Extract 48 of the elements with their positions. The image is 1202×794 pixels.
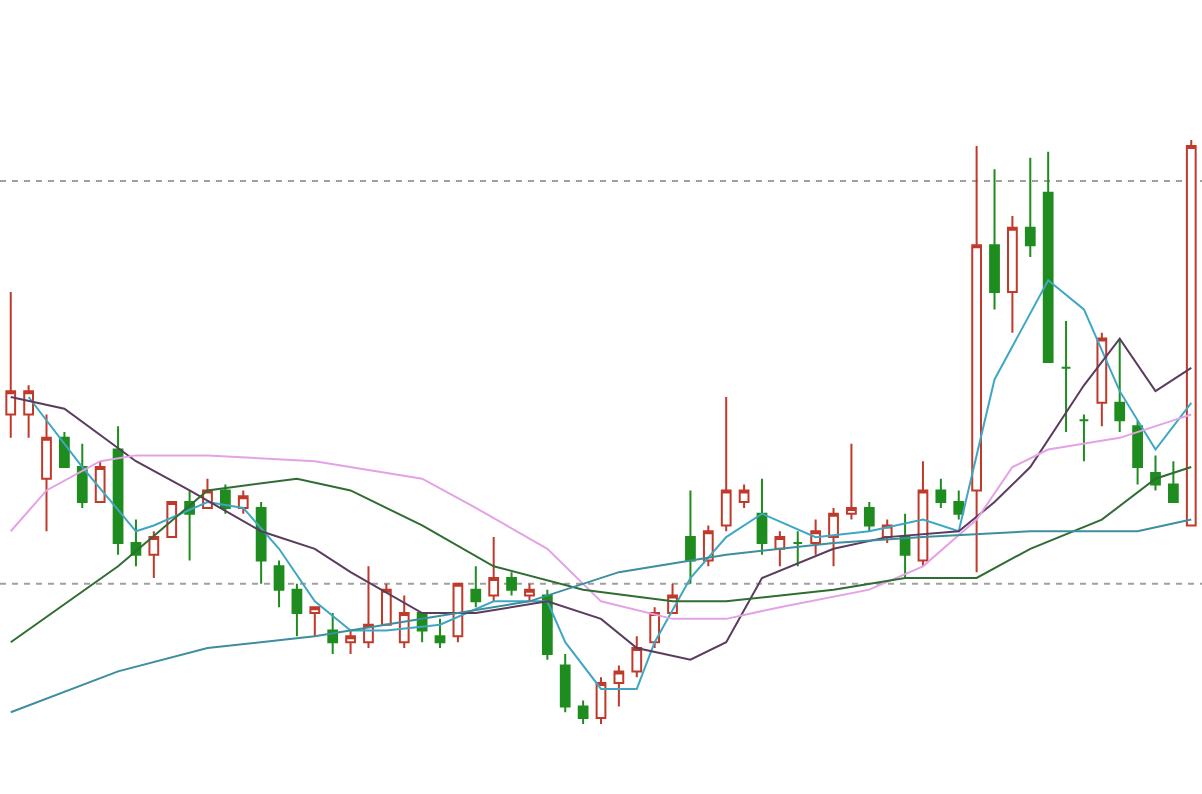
candlestick [989, 168, 1000, 311]
candlestick [59, 431, 70, 469]
candlestick [685, 489, 696, 585]
candlestick [846, 442, 857, 521]
candlestick [23, 384, 34, 439]
candlestick [738, 483, 750, 509]
candlestick [76, 442, 88, 509]
candlestick [1024, 156, 1036, 258]
candlestick [291, 582, 303, 638]
candlestick [1185, 139, 1197, 527]
candlestick [273, 559, 285, 609]
candlestick [5, 290, 17, 439]
candlestick [559, 652, 571, 714]
candlestick [541, 588, 553, 661]
candlestick [774, 530, 786, 568]
candlestick [792, 530, 804, 568]
candlestick [720, 396, 732, 533]
candlestick [953, 489, 965, 521]
candlestick [863, 501, 875, 533]
candlestick [345, 629, 356, 655]
candlestick [1078, 413, 1090, 463]
candlestick [1168, 460, 1179, 504]
candlestick [524, 582, 535, 603]
candlestick [1132, 419, 1143, 486]
candlestick [309, 606, 321, 638]
candlestick [971, 144, 982, 574]
candlestick [1114, 337, 1126, 434]
candlestick [488, 536, 500, 603]
candlestick [380, 582, 392, 626]
candlestick [613, 664, 625, 708]
candlestick [1060, 320, 1072, 434]
candlestick [899, 512, 911, 579]
candlestick [756, 477, 768, 556]
candlestick [148, 530, 160, 579]
candlestick [470, 565, 482, 609]
candlestick [255, 501, 267, 585]
candlestick [327, 612, 339, 655]
candlestick [237, 489, 249, 515]
candlestick [1042, 150, 1054, 363]
candlestick [94, 460, 106, 504]
candlestick [631, 635, 643, 679]
candlestick [577, 699, 589, 725]
candlestick [935, 477, 947, 509]
candlestick [506, 571, 517, 597]
candlestick [434, 617, 446, 650]
candlestick [828, 506, 839, 568]
candlestick [1007, 215, 1018, 334]
candlestick [41, 413, 52, 533]
